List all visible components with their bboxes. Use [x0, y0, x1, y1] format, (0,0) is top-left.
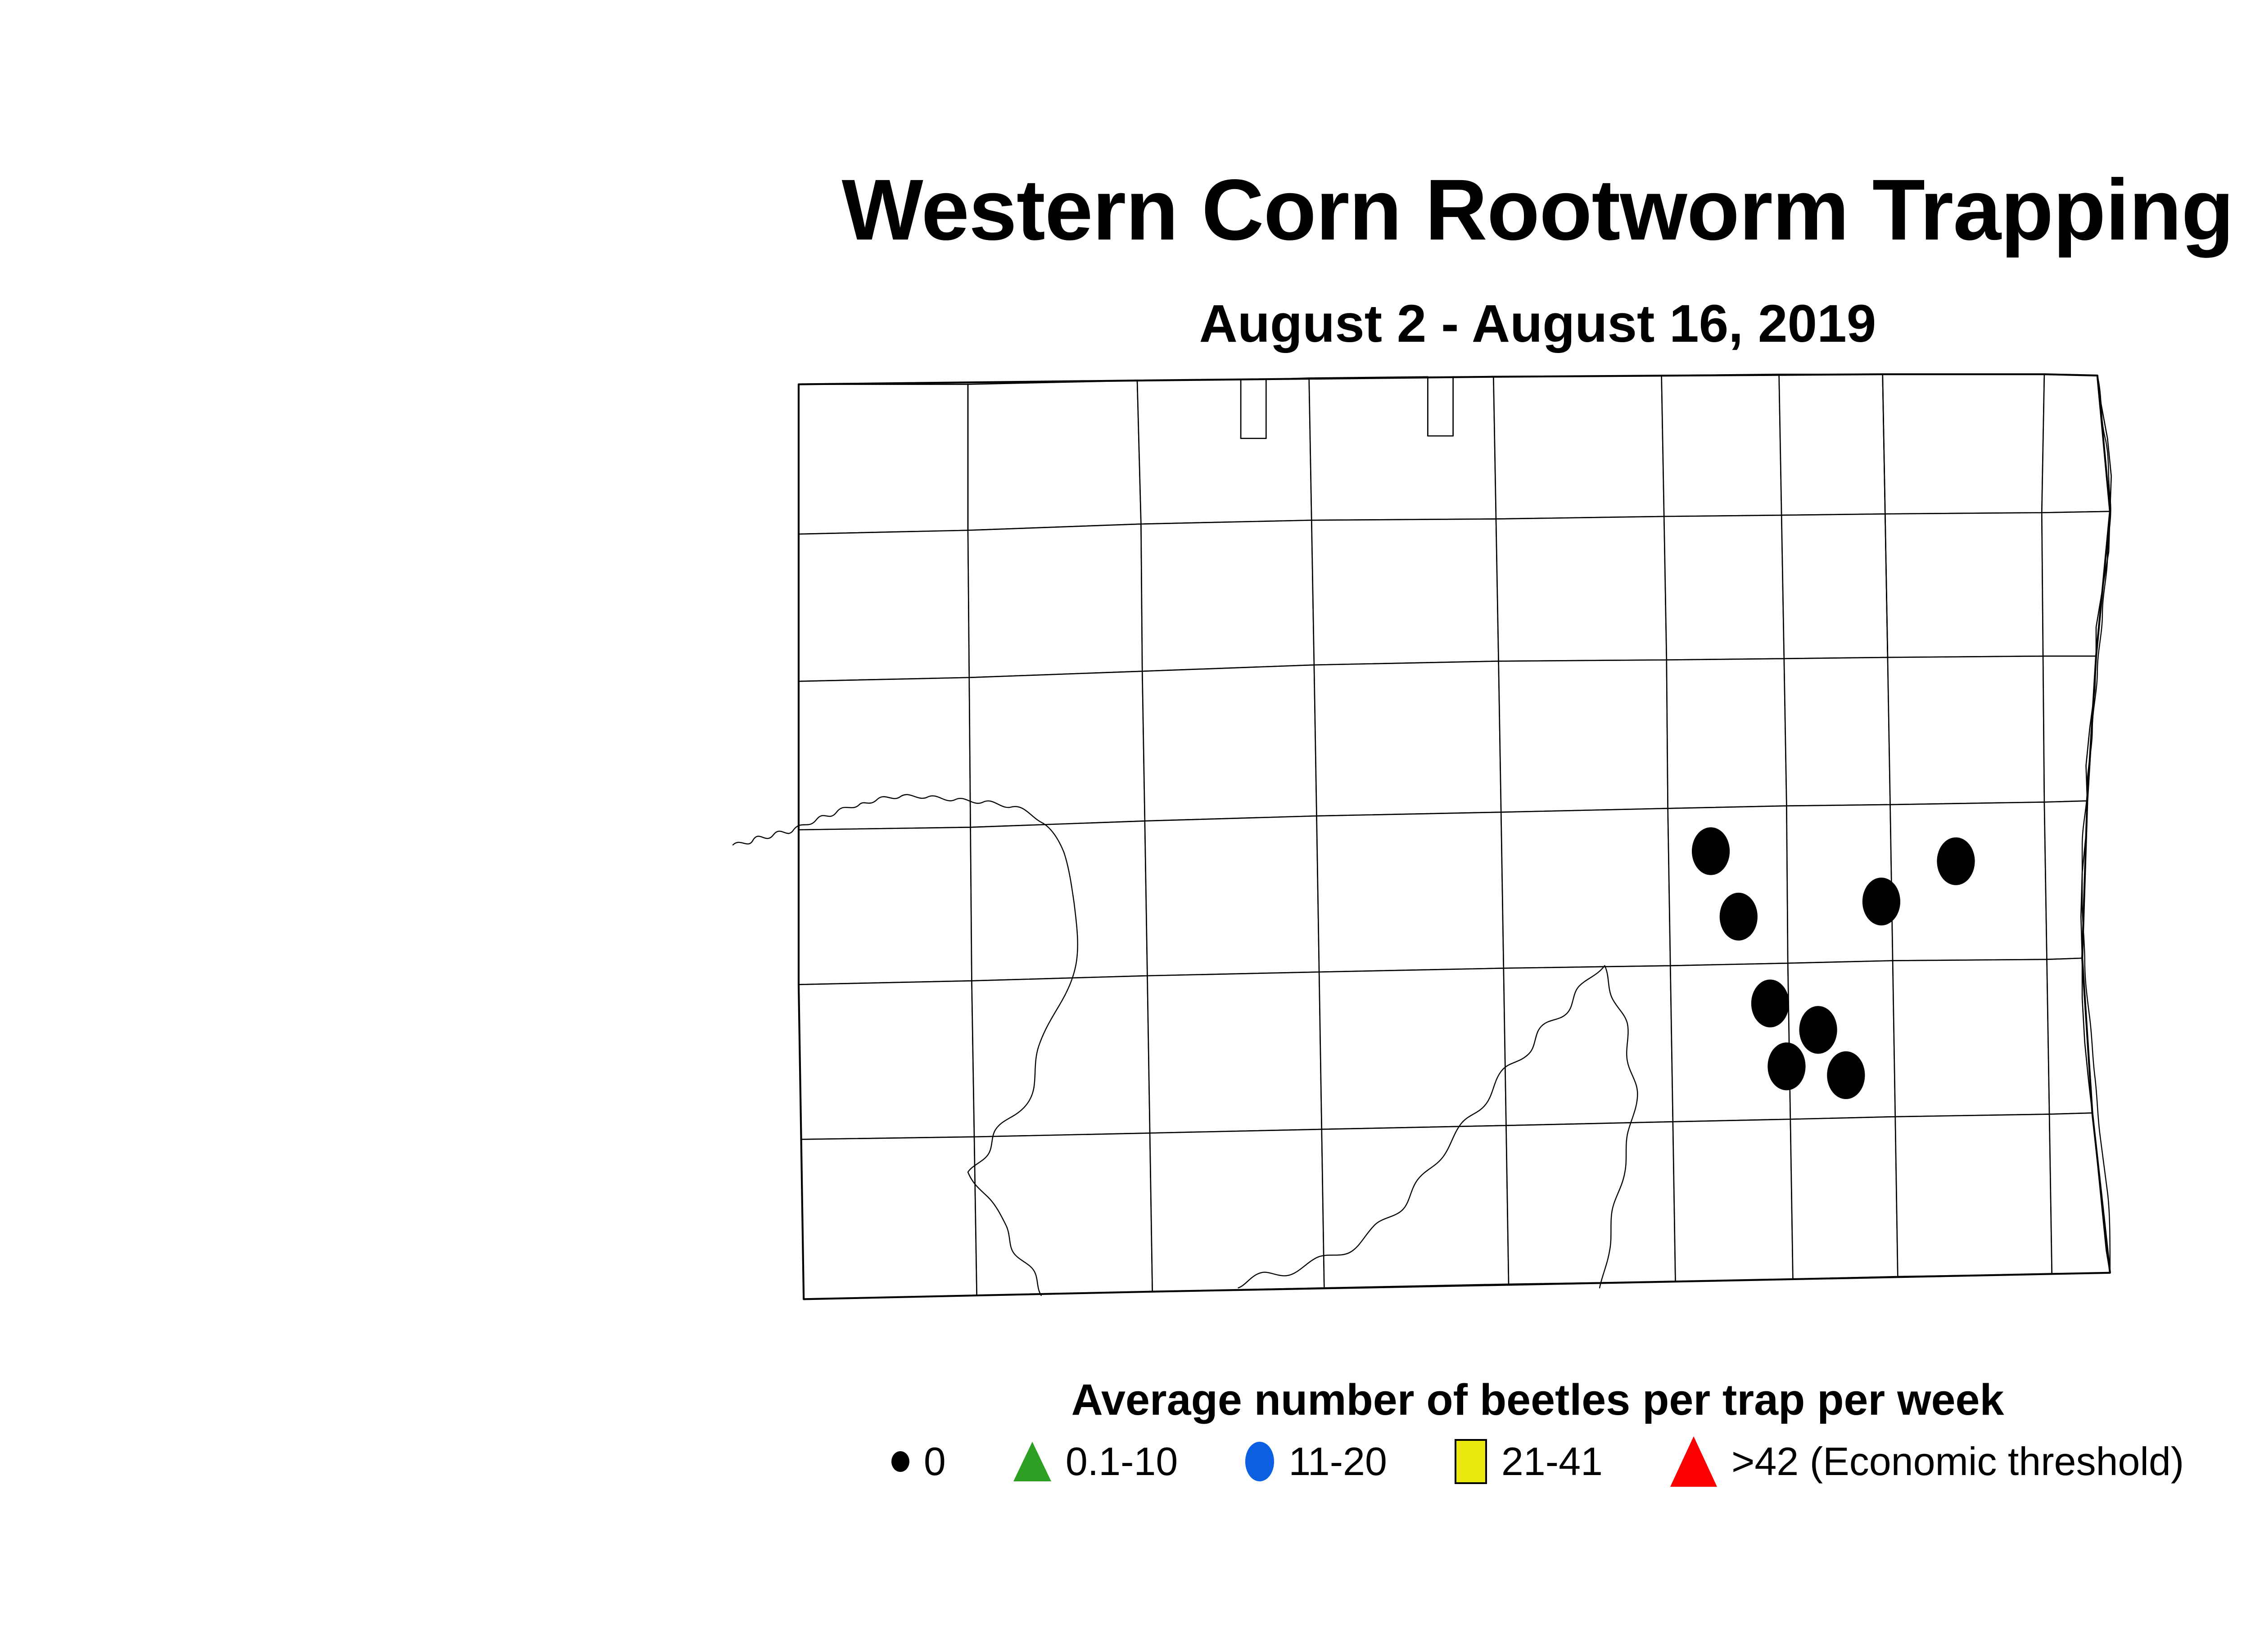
map-svg — [720, 369, 2251, 1351]
lake-sakakawea — [733, 795, 1078, 1172]
missouri-river-west-bank — [1239, 966, 1605, 1288]
trap-dot — [1691, 827, 1730, 875]
state-border-outline — [799, 374, 2110, 1299]
county-layer — [799, 374, 2111, 1299]
trap-dot — [1937, 837, 1975, 885]
red-river-border — [2082, 376, 2111, 1273]
trap-dot — [1719, 892, 1758, 941]
green-triangle-icon — [1013, 1442, 1051, 1481]
trap-site-dots — [1691, 827, 1975, 1100]
legend-item-mid: 11-20 — [1245, 1442, 1387, 1481]
legend-label: 21-41 — [1501, 1439, 1603, 1484]
trap-dot — [1751, 979, 1790, 1027]
yellow-square-icon — [1454, 1439, 1487, 1484]
missouri-river-lower — [1600, 966, 1637, 1288]
missouri-river — [968, 1172, 1041, 1295]
legend-label: 0 — [923, 1439, 946, 1484]
legend-item-low: 0.1-10 — [1013, 1442, 1178, 1481]
black-dot-icon — [891, 1451, 909, 1472]
legend-heading: Average number of beetles per trap per w… — [1071, 1375, 2004, 1424]
trap-dot — [1862, 878, 1900, 926]
legend: 0 0.1-10 11-20 21-41 >42 (Economic thres… — [0, 1436, 2251, 1487]
county-subdivision-jogs — [968, 374, 1888, 657]
legend-label: 11-20 — [1288, 1439, 1387, 1484]
legend-label: >42 (Economic threshold) — [1731, 1439, 2184, 1484]
date-range-subtitle: August 2 - August 16, 2019 — [1199, 294, 1876, 353]
page-title: Western Corn Rootworm Trapping — [841, 161, 2234, 258]
red-triangle-icon — [1670, 1436, 1717, 1487]
blue-circle-icon — [1245, 1442, 1275, 1481]
trap-dot — [1799, 1006, 1837, 1054]
legend-label: 0.1-10 — [1065, 1439, 1178, 1484]
trap-dot — [1827, 1051, 1865, 1100]
north-dakota-county-map — [720, 369, 2251, 1351]
legend-item-threshold: >42 (Economic threshold) — [1670, 1436, 2184, 1487]
legend-item-zero: 0 — [891, 1442, 946, 1481]
legend-item-high: 21-41 — [1454, 1439, 1603, 1484]
trap-dot — [1767, 1042, 1806, 1091]
